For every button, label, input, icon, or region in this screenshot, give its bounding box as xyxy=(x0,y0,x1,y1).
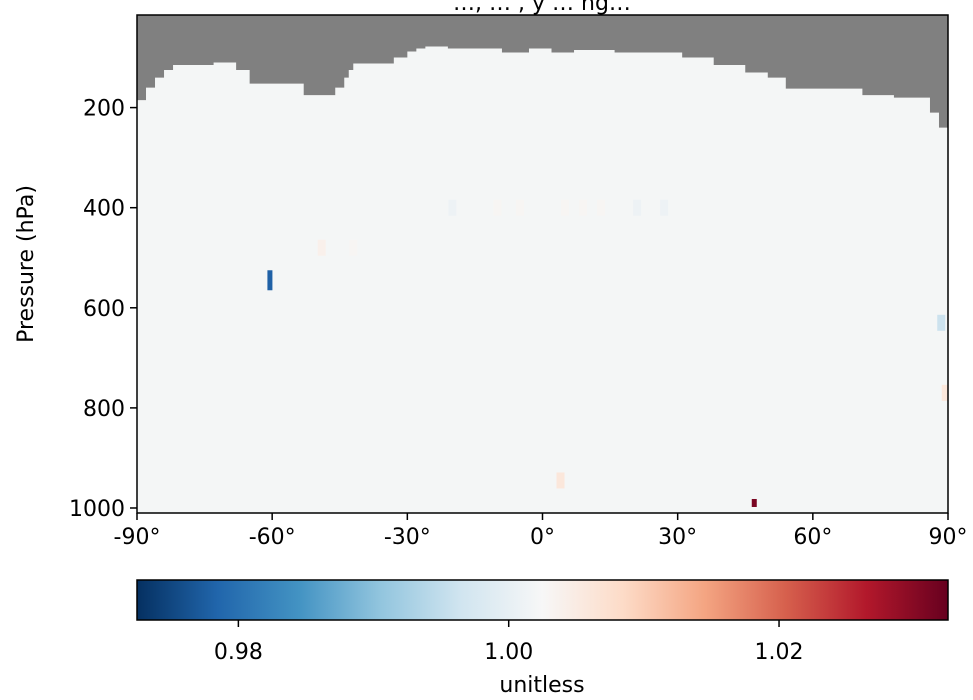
colorbar-tick-label: 1.02 xyxy=(755,640,804,665)
anomaly-cell xyxy=(751,498,757,507)
anomaly-cell xyxy=(937,314,946,331)
colorbar-label: unitless xyxy=(499,673,584,698)
x-axis: -90° -60° -30° 0° 30° 60° 90° xyxy=(114,513,968,550)
anomaly-cells xyxy=(247,199,948,507)
y-tick-label: 600 xyxy=(83,297,125,322)
x-tick-label: 30° xyxy=(658,525,697,550)
x-tick-label: -60° xyxy=(249,525,296,550)
anomaly-cell xyxy=(941,384,948,401)
anomaly-cell xyxy=(331,239,340,256)
y-tick-label: 200 xyxy=(83,97,125,122)
anomaly-cell xyxy=(556,472,565,489)
x-tick-label: -90° xyxy=(114,525,161,550)
heatmap-background xyxy=(137,15,948,513)
anomaly-cell xyxy=(633,199,642,216)
anomaly-cell xyxy=(515,199,524,216)
x-tick-label: 90° xyxy=(929,525,968,550)
anomaly-cell xyxy=(448,199,457,216)
anomaly-cell xyxy=(579,199,588,216)
anomaly-cell xyxy=(597,199,606,216)
anomaly-cell xyxy=(247,294,256,311)
colorbar-tick-label: 1.00 xyxy=(484,640,533,665)
x-tick-label: -30° xyxy=(384,525,431,550)
y-axis: 200 400 600 800 1000 xyxy=(69,97,137,522)
anomaly-cell xyxy=(493,199,502,216)
colorbar-gradient xyxy=(136,579,949,621)
colorbar: 0.98 1.00 1.02 unitless xyxy=(136,579,949,698)
y-tick-label: 1000 xyxy=(69,497,125,522)
y-axis-title: Pressure (hPa) xyxy=(14,185,39,343)
colorbar-ticks: 0.98 1.00 1.02 xyxy=(214,620,804,665)
y-tick-label: 400 xyxy=(83,197,125,222)
anomaly-cell xyxy=(349,239,358,256)
missing-data-region xyxy=(137,15,948,131)
plot-area xyxy=(137,15,948,513)
anomaly-cell xyxy=(660,199,669,216)
anomaly-cell xyxy=(267,270,273,291)
chart-title: …, … , y … ng… xyxy=(453,0,631,16)
y-tick-label: 800 xyxy=(83,397,125,422)
anomaly-cell xyxy=(317,239,326,256)
anomaly-cell xyxy=(371,199,380,216)
x-tick-label: 60° xyxy=(793,525,832,550)
anomaly-cell xyxy=(561,199,570,216)
x-tick-label: 0° xyxy=(530,525,555,550)
anomaly-cell xyxy=(403,199,412,216)
colorbar-tick-label: 0.98 xyxy=(214,640,263,665)
